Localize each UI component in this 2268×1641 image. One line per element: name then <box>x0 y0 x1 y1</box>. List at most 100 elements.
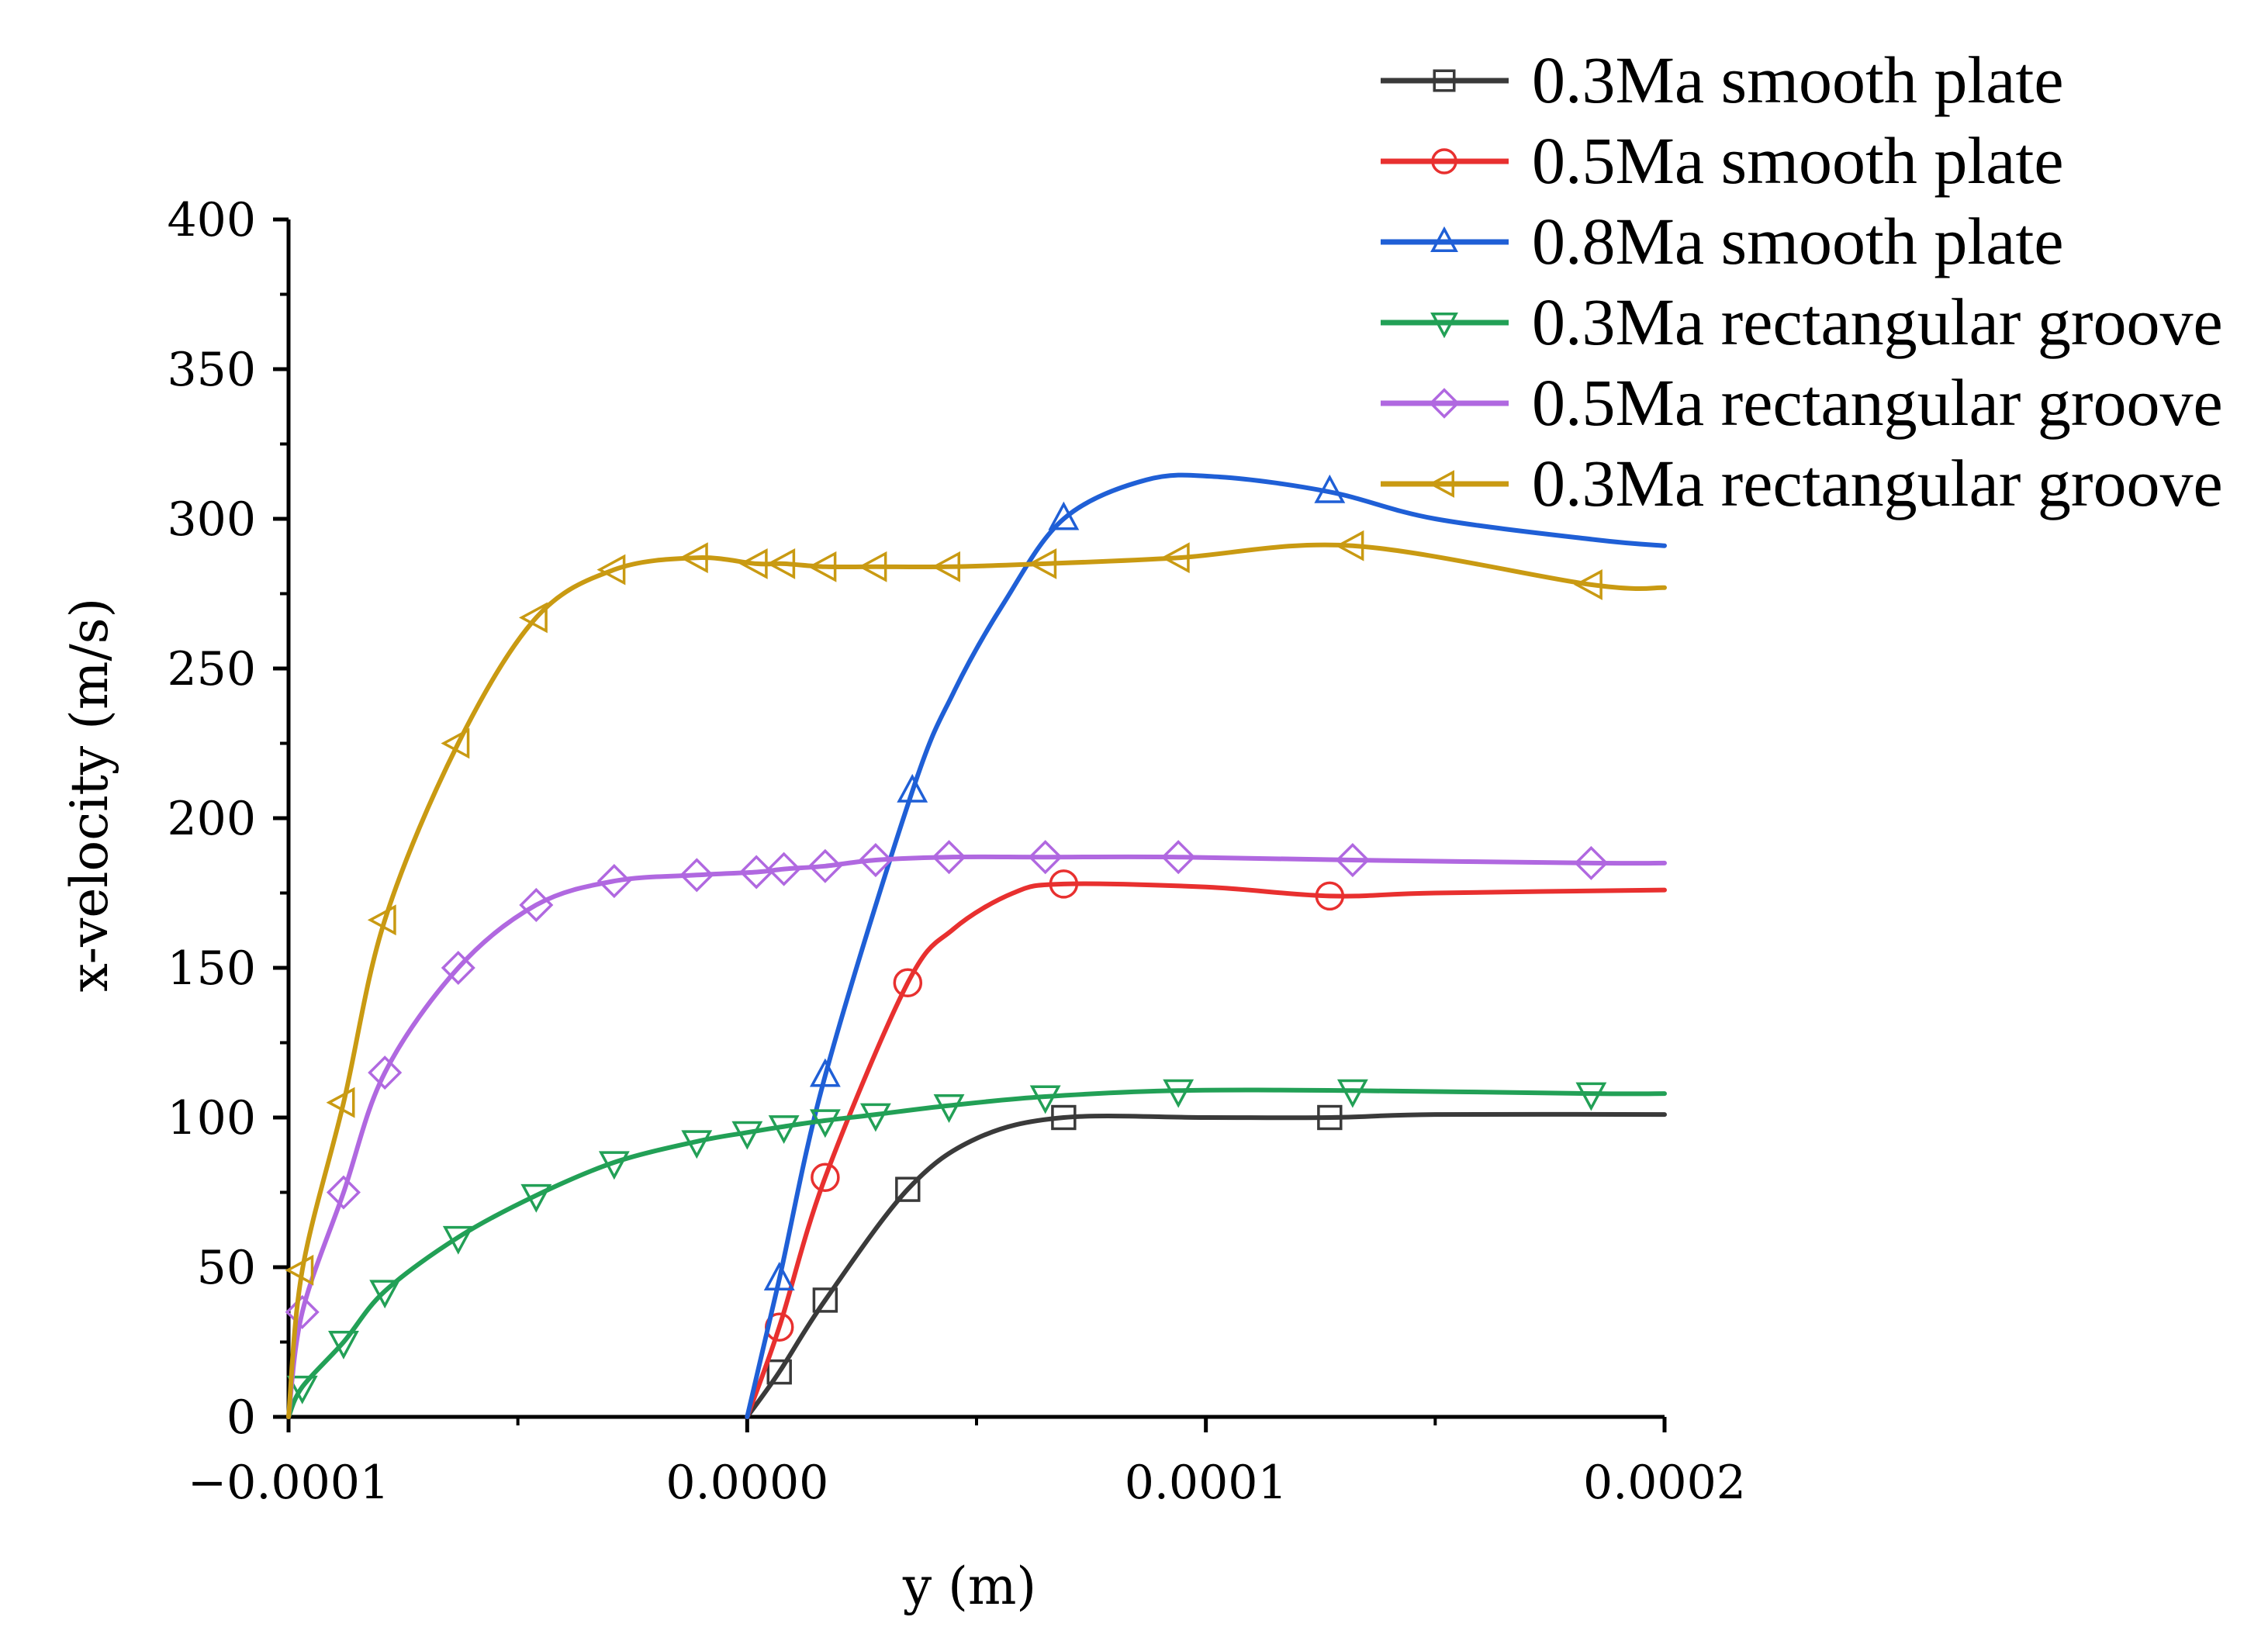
data-point-diamond <box>932 840 966 875</box>
data-point-triangle-down <box>1029 1085 1061 1114</box>
data-point-diamond <box>1335 843 1370 878</box>
data-point-circle <box>1431 148 1457 174</box>
x-tick-label: 0.0001 <box>1125 1456 1288 1510</box>
data-point-circle <box>893 968 923 998</box>
x-tick-label: 0.0000 <box>666 1456 828 1510</box>
y-tick-label: 50 <box>197 1241 256 1295</box>
data-point-triangle-down <box>1575 1082 1607 1111</box>
series-line <box>745 1111 1667 1419</box>
series-line <box>286 542 1667 1419</box>
data-point-triangle-up <box>763 1262 795 1290</box>
data-point-diamond <box>1574 845 1609 880</box>
data-point-triangle-left <box>738 548 768 579</box>
data-point-triangle-down <box>328 1331 359 1359</box>
data-point-triangle-down <box>520 1183 552 1213</box>
series-1 <box>745 1104 1667 1419</box>
data-point-triangle-down <box>598 1151 630 1180</box>
data-point-diamond <box>441 950 475 986</box>
y-axis-title: x-velocity (m/s) <box>60 598 119 993</box>
data-point-diamond <box>326 1175 361 1210</box>
y-tick-label: 250 <box>167 642 256 696</box>
data-point-triangle-left <box>518 602 548 634</box>
data-point-triangle-down <box>859 1103 891 1132</box>
data-point-square <box>1051 1104 1077 1131</box>
legend-item: 0.3Ma smooth plate <box>1381 43 2064 117</box>
series-2 <box>745 869 1667 1419</box>
y-tick-label: 200 <box>167 792 256 846</box>
data-point-triangle-up <box>1314 474 1346 503</box>
data-point-triangle-left <box>441 727 470 759</box>
legend-item: 0.8Ma smooth plate <box>1381 204 2064 278</box>
legend-label: 0.3Ma rectangular groove <box>1532 285 2223 359</box>
legend-label: 0.8Ma smooth plate <box>1532 204 2064 278</box>
series-6 <box>285 530 1667 1419</box>
data-point-triangle-left <box>807 551 837 582</box>
legend-item: 0.3Ma rectangular groove <box>1381 446 2223 520</box>
legend-item: 0.3Ma rectangular groove <box>1381 285 2223 359</box>
data-point-triangle-down <box>933 1094 965 1123</box>
data-point-triangle-left <box>596 554 626 586</box>
data-point-triangle-down <box>369 1280 401 1309</box>
data-point-circle <box>811 1163 840 1192</box>
series-3 <box>745 472 1667 1419</box>
data-point-triangle-down <box>1163 1079 1195 1108</box>
data-point-diamond <box>807 848 842 883</box>
data-point-triangle-left <box>932 551 961 582</box>
legend-item: 0.5Ma rectangular groove <box>1381 365 2223 440</box>
data-point-triangle-left <box>326 1087 355 1118</box>
data-point-diamond <box>1161 840 1196 875</box>
x-tick-label: −0.0001 <box>188 1456 389 1510</box>
series-line <box>286 854 1667 1419</box>
legend-label: 0.3Ma smooth plate <box>1532 43 2064 117</box>
data-point-diamond <box>766 852 801 886</box>
data-point-square <box>1433 69 1456 92</box>
data-point-circle <box>1049 869 1079 899</box>
data-point-square <box>812 1287 838 1313</box>
data-point-circle <box>1315 881 1345 911</box>
data-point-diamond <box>519 887 554 922</box>
data-point-triangle-left <box>1574 568 1602 600</box>
data-point-diamond <box>1429 388 1460 419</box>
data-point-triangle-down <box>286 1375 318 1404</box>
ticks: 0 50 100 150 200 250 300 350 400 −0.0001 0.0000 0.0… <box>167 193 1746 1510</box>
data-point-diamond <box>739 855 774 890</box>
y-tick-label: 350 <box>167 343 256 397</box>
data-point-triangle-down <box>1336 1079 1368 1108</box>
data-point-diamond <box>679 858 714 893</box>
data-point-triangle-down <box>442 1225 474 1255</box>
y-tick-label: 300 <box>167 492 256 547</box>
data-point-triangle-left <box>1335 530 1364 561</box>
legend-label: 0.5Ma smooth plate <box>1532 123 2064 198</box>
data-point-triangle-up <box>809 1058 841 1087</box>
legend-label: 0.5Ma rectangular groove <box>1532 365 2223 440</box>
data-point-triangle-down <box>681 1130 713 1159</box>
data-point-square <box>1317 1104 1343 1131</box>
series-layer <box>285 472 1667 1419</box>
y-tick-label: 400 <box>167 193 256 247</box>
data-point-triangle-up <box>897 773 928 803</box>
data-point-triangle-left <box>1160 542 1190 574</box>
x-axis-title: y (m) <box>902 1556 1036 1616</box>
legend-label: 0.3Ma rectangular groove <box>1532 446 2223 520</box>
data-point-diamond <box>285 1294 320 1329</box>
series-line <box>745 881 1667 1419</box>
legend-item: 0.5Ma smooth plate <box>1381 123 2064 198</box>
axes <box>286 219 1665 1419</box>
data-point-triangle-up <box>1048 501 1080 530</box>
data-point-triangle-left <box>1428 470 1454 498</box>
data-point-triangle-down <box>768 1115 800 1144</box>
y-tick-label: 100 <box>167 1091 256 1145</box>
data-point-triangle-up <box>1430 226 1458 252</box>
series-4 <box>286 1079 1667 1419</box>
data-point-triangle-left <box>285 1254 314 1286</box>
data-point-triangle-left <box>1028 548 1057 579</box>
data-point-diamond <box>596 864 631 899</box>
data-point-triangle-left <box>679 542 708 574</box>
data-point-square <box>895 1176 921 1202</box>
data-point-triangle-down <box>809 1109 841 1138</box>
data-point-triangle-left <box>766 548 796 579</box>
data-point-diamond <box>858 843 893 878</box>
data-point-diamond <box>368 1055 403 1090</box>
